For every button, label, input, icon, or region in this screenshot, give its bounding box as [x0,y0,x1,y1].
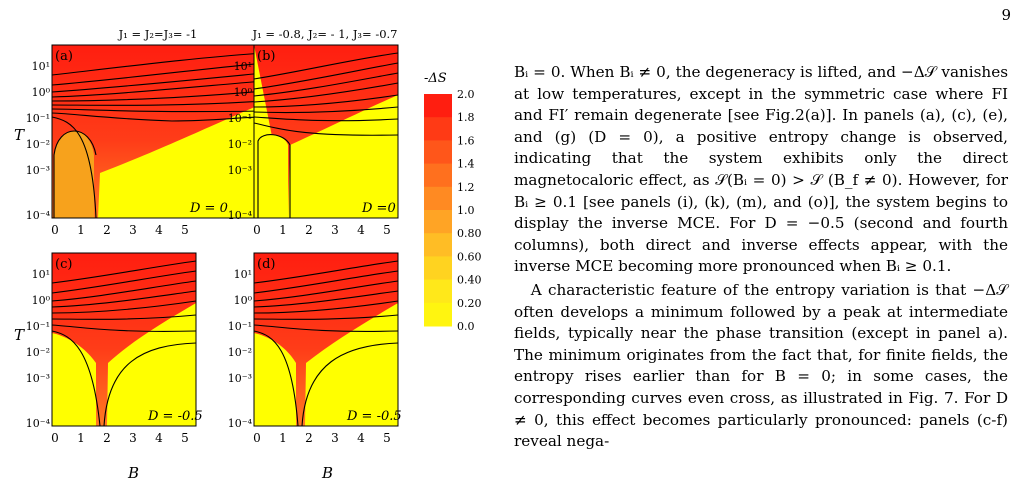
colorbar-cell-1 [424,117,452,141]
panel-a [51,44,265,219]
x-tick-d-5: 5 [383,431,391,445]
x-tick-b-3: 3 [331,223,339,237]
y-tick-b-0: 10¹ [234,60,252,73]
y-tick-b-5: 10⁻⁴ [228,209,253,222]
panel-letter-c: (c) [55,257,72,272]
x-tick-b-1: 1 [279,223,287,237]
panel-c-d-label: D = -0.5 [147,409,203,424]
x-axis-label-left: B [127,464,139,482]
x-tick-b-2: 2 [305,223,313,237]
x-tick-c-3: 3 [129,431,137,445]
colorbar-title: -ΔS [424,71,447,86]
colorbar-cell-7 [424,256,452,281]
figure: J₁ = J₂=J₃= -1 J₁ = -0.8, J₂= - 1, J₃= -… [14,27,482,482]
colorbar-tick-4: 1.2 [457,181,475,194]
y-axis-label-bottom: T [14,326,25,344]
x-tick-d-0: 0 [253,431,261,445]
y-tick-d-4: 10⁻³ [228,372,252,385]
y-tick-d-5: 10⁻⁴ [228,417,253,430]
x-tick-c-5: 5 [181,431,189,445]
x-tick-d-3: 3 [331,431,339,445]
panel-b-plot [253,44,399,219]
x-tick-b-5: 5 [383,223,391,237]
colorbar-cell-8 [424,279,452,304]
panel-letter-d: (d) [257,257,275,272]
y-tick-d-0: 10¹ [234,268,252,281]
colorbar-cell-3 [424,163,452,188]
colorbar-cell-2 [424,140,452,165]
page-number: 9 [1001,6,1011,24]
x-tick-c-2: 2 [103,431,111,445]
x-tick-a-3: 3 [129,223,137,237]
panel-letter-a: (a) [55,49,73,64]
paragraph-2: A characteristic feature of the entropy … [514,280,1008,451]
colorbar-tick-10: 0.0 [457,320,475,333]
y-tick-a-0: 10¹ [32,60,50,73]
x-axis-label-right: B [321,464,333,482]
x-tick-d-1: 1 [279,431,287,445]
colorbar-tick-labels: 2.0 1.8 1.6 1.4 1.2 1.0 0.80 0.60 0.40 0.20 0.0 [457,88,482,333]
panel-title-left: J₁ = J₂=J₃= -1 [118,27,198,41]
colorbar-tick-1: 1.8 [457,111,475,124]
colorbar-tick-5: 1.0 [457,204,475,217]
colorbar-tick-8: 0.40 [457,274,482,287]
y-tick-b-1: 10⁰ [234,86,253,99]
x-tick-a-5: 5 [181,223,189,237]
x-tick-d-4: 4 [357,431,365,445]
colorbar-cell-6 [424,233,452,257]
colorbar-cell-9 [424,302,452,327]
panel-title-right: J₁ = -0.8, J₂= - 1, J₃= -0.7 [251,27,397,41]
x-tick-a-0: 0 [51,223,59,237]
y-tick-d-1: 10⁰ [234,294,253,307]
colorbar-tick-7: 0.60 [457,250,482,263]
colorbar-tick-0: 2.0 [457,88,475,101]
y-tick-d-3: 10⁻² [228,346,252,359]
colorbar-tick-6: 0.80 [457,227,482,240]
x-tick-b-0: 0 [253,223,261,237]
paragraph-1: Bᵢ = 0. When Bᵢ ≠ 0, the degeneracy is l… [514,63,1008,276]
colorbar [424,94,452,327]
panel-b-d-label: D =0 [361,201,396,216]
y-tick-b-3: 10⁻² [228,138,252,151]
panel-c [51,252,197,427]
colorbar-tick-9: 0.20 [457,297,482,310]
x-tick-c-4: 4 [155,431,163,445]
y-tick-c-2: 10⁻¹ [26,320,50,333]
y-tick-a-5: 10⁻⁴ [26,209,51,222]
y-tick-b-2: 10⁻¹ [228,112,252,125]
body-text: Bᵢ = 0. When Bᵢ ≠ 0, the degeneracy is l… [514,62,1008,453]
panel-letter-b: (b) [257,49,275,64]
y-tick-a-1: 10⁰ [32,86,51,99]
colorbar-cell-4 [424,186,452,211]
y-tick-c-0: 10¹ [32,268,50,281]
y-tick-c-3: 10⁻² [26,346,50,359]
y-tick-c-5: 10⁻⁴ [26,417,51,430]
panel-d-d-label: D = -0.5 [346,409,402,424]
x-tick-a-4: 4 [155,223,163,237]
x-tick-b-4: 4 [357,223,365,237]
colorbar-tick-3: 1.4 [457,158,475,171]
y-tick-a-3: 10⁻² [26,138,50,151]
x-tick-a-1: 1 [77,223,85,237]
colorbar-cell-0 [424,94,452,118]
x-tick-a-2: 2 [103,223,111,237]
y-tick-c-4: 10⁻³ [26,372,50,385]
x-tick-c-1: 1 [77,431,85,445]
x-tick-c-0: 0 [51,431,59,445]
y-tick-a-4: 10⁻³ [26,164,50,177]
y-tick-c-1: 10⁰ [32,294,51,307]
colorbar-cell-5 [424,210,452,234]
y-axis-label-top: T [14,126,25,144]
panel-d [253,252,399,427]
x-tick-d-2: 2 [305,431,313,445]
colorbar-tick-2: 1.6 [457,134,475,147]
panel-a-d-label: D = 0 [189,201,228,216]
y-tick-a-2: 10⁻¹ [26,112,50,125]
y-tick-b-4: 10⁻³ [228,164,252,177]
y-tick-d-2: 10⁻¹ [228,320,252,333]
